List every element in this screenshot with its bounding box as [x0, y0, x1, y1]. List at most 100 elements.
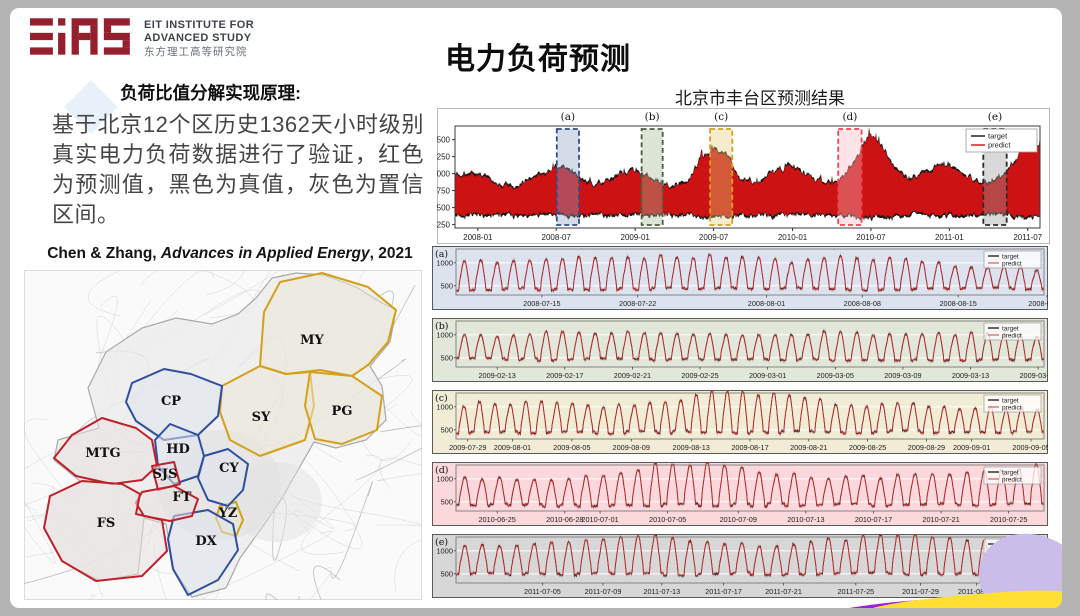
overview-xtick: 2008-07: [542, 233, 572, 242]
eias-logo-mark: [30, 18, 130, 55]
subplot-panel-a: (a) 1000 500 2008-07-15 2008-07-22 2008-08-01…: [432, 246, 1062, 310]
overview-xtick: 2008-01: [463, 233, 493, 242]
svg-text:predict: predict: [1002, 404, 1022, 411]
subplot-xtick: 2009-07-29: [449, 443, 486, 452]
highlight-label-(a): (a): [561, 111, 575, 123]
subplot-xtick: 2009-03-01: [749, 371, 786, 380]
svg-text:target: target: [1002, 253, 1019, 260]
subplot-xtick: 2011-08-01: [958, 587, 995, 596]
subplot-xtick: 2010-07-13: [787, 515, 824, 524]
page-title: 电力负荷预测: [445, 43, 631, 76]
subplot-xtick: 2009-08-13: [673, 443, 710, 452]
overview-figure: (a) (b) (c) (d) (e) 250 500 750 1000 1250 1500 2008…: [432, 108, 1050, 244]
subplot-series-e: [455, 531, 1045, 579]
subplot-stack: (a) 1000 500 2008-07-15 2008-07-22 2008-08-01…: [432, 246, 1062, 606]
subplot-xtick: 2010-07-09: [720, 515, 757, 524]
subplot-series-a: [455, 252, 1045, 294]
overview-xtick: 2010-01: [778, 233, 808, 242]
predict-band: [455, 130, 1040, 220]
subplot-panel-c: (c) 1000 500 2009-07-29 2009-08-01 2009-08-05…: [432, 389, 1050, 454]
map-group-red: [43, 417, 199, 582]
highlight-label-(e): (e): [988, 111, 1002, 123]
overview-ytick: 250: [437, 220, 451, 229]
subplot-ytick: 1000: [436, 474, 453, 483]
map-district-label-HD: HD: [166, 442, 190, 457]
overview-chart: (a) (b) (c) (d) (e) 250 500 750 1000 1250 1500 2008…: [432, 108, 1050, 244]
map-group-blue: [125, 368, 249, 596]
subplot-series-c: [455, 389, 1045, 437]
subplot-xtick: 2011-07-21: [765, 587, 802, 596]
subplot-xtick: 2009-08-21: [790, 443, 827, 452]
subplot-xtick: 2009-03-17: [1019, 371, 1048, 380]
subplot-series-d: [455, 460, 1045, 510]
map-district-label-MTG: MTG: [85, 446, 120, 461]
subplot-panel-e: (e) 1000 500 2011-07-05 2011-07-09 2011-07-13…: [432, 531, 1048, 598]
map-district-label-MY: MY: [300, 333, 324, 348]
highlight-box-(c): [709, 128, 734, 226]
subplot-label-a: (a): [435, 249, 448, 260]
subplot-xtick: 2009-02-13: [478, 371, 515, 380]
subplot-panel-b: (b) 1000 500 2009-02-13 2009-02-17 2009-02-21…: [432, 318, 1057, 382]
subplot-xtick: 2011-07-25: [837, 587, 874, 596]
subplot-xtick: 2009-09-01: [953, 443, 990, 452]
subplot-label-d: (d): [435, 465, 449, 476]
overview-ytick: 750: [437, 186, 451, 195]
subplot-xtick: 2009-08-01: [494, 443, 531, 452]
map-district-label-PG: PG: [332, 404, 353, 419]
slide: EIT INSTITUTE FOR ADVANCED STUDY 东方理工高等研…: [10, 8, 1062, 608]
logo-line3: 东方理工高等研究院: [144, 46, 248, 59]
subplot-xtick: 2011-07-09: [585, 587, 622, 596]
subplot-label-b: (b): [435, 321, 449, 332]
citation: Chen & Zhang, Advances in Applied Energy…: [34, 245, 426, 263]
map-district-label-CY: CY: [219, 461, 239, 476]
subplot-xtick: 2009-08-29: [908, 443, 945, 452]
eias-logo: EIT INSTITUTE FOR ADVANCED STUDY 东方理工高等研…: [30, 16, 254, 58]
subplot-xtick: 2010-07-17: [855, 515, 892, 524]
logo-line2: ADVANCED STUDY: [144, 31, 252, 44]
map-district-label-SY: SY: [252, 410, 271, 425]
overview-xtick: 2009-07: [699, 233, 729, 242]
citation-year: , 2021: [369, 245, 413, 262]
left-heading: 负荷比值分解实现原理:: [120, 83, 301, 103]
subplot-ytick: 1000: [436, 402, 453, 411]
svg-text:target: target: [1002, 325, 1019, 332]
highlight-box-(b): [640, 128, 664, 226]
subplot-ytick: 500: [440, 353, 453, 362]
chart-title: 北京市丰台区预测结果: [675, 89, 845, 109]
highlight-label-(d): (d): [842, 111, 857, 123]
map-district-label-YZ: YZ: [218, 506, 238, 521]
subplot-ytick: 500: [440, 497, 453, 506]
overview-xtick: 2009-01: [621, 233, 651, 242]
overview-ytick: 1000: [437, 169, 451, 178]
confidence-band: [456, 389, 1044, 437]
subplot-xtick: 2010-07-01: [581, 515, 618, 524]
subplot-xtick: 2008-08-15: [939, 299, 976, 308]
overview-xtick: 2010-07: [856, 233, 886, 242]
subplot-xtick: 2010-07-05: [649, 515, 686, 524]
map-district-label-FT: FT: [173, 490, 192, 505]
highlight-box-(a): [555, 128, 580, 226]
subplot-xtick: 2009-03-05: [817, 371, 854, 380]
overview-xtick: 2011-01: [935, 233, 964, 242]
subplot-xtick: 2008-08-22: [1028, 299, 1048, 308]
subplot-xtick: 2010-06-28: [546, 515, 583, 524]
subplot-xtick: 2011-07-17: [705, 587, 742, 596]
subplot-xtick: 2008-07-15: [523, 299, 560, 308]
overview-series: [455, 127, 1040, 222]
subplot-xtick: 2009-02-25: [681, 371, 718, 380]
predict-line: [455, 330, 1045, 363]
map-district-label-DX: DX: [195, 534, 217, 549]
subplot-ytick: 1000: [436, 330, 453, 339]
subplot-xtick: 2008-08-01: [748, 299, 785, 308]
beijing-district-map: MY CP SY PG MTG HD SJS CY FT YZ FS DX: [10, 222, 555, 608]
map-district-label-FS: FS: [97, 516, 116, 531]
left-body-text: 基于北京12个区历史1362天小时级别真实电力负荷数据进行了验证，红色为预测值，…: [52, 112, 424, 227]
subplot-xtick: 2008-08-08: [844, 299, 881, 308]
subplot-label-c: (c): [435, 393, 448, 404]
subplot-xtick: 2011-07-13: [643, 587, 680, 596]
